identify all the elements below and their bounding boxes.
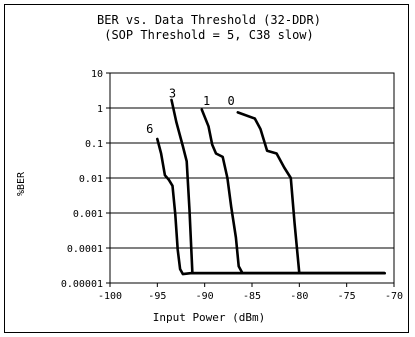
plot-area xyxy=(109,72,395,284)
x-tick-label: -75 xyxy=(338,291,356,302)
y-tick-label: 0.001 xyxy=(73,209,103,220)
y-axis-label: %BER xyxy=(16,171,27,196)
series-label-1: 1 xyxy=(203,94,210,108)
series-label-6: 6 xyxy=(146,122,153,136)
x-tick-labels: -100 -95 -90 -85 -80 -75 -70 xyxy=(98,291,403,302)
x-tick-label: -85 xyxy=(243,291,261,302)
series-labels: 6 3 1 0 xyxy=(146,86,235,136)
y-tick-label: 1 xyxy=(97,104,103,115)
chart-subtitle: (SOP Threshold = 5, C38 slow) xyxy=(104,28,314,42)
series-line-6 xyxy=(156,137,386,276)
y-tick-label: 0.01 xyxy=(79,174,103,185)
series-label-3: 3 xyxy=(169,86,176,100)
series-label-0: 0 xyxy=(228,94,235,108)
x-tick-label: -95 xyxy=(148,291,166,302)
ber-chart: BER vs. Data Threshold (32-DDR) (SOP Thr… xyxy=(4,4,409,333)
chart-title: BER vs. Data Threshold (32-DDR) xyxy=(97,13,321,27)
x-tick-label: -100 xyxy=(98,291,122,302)
y-tick-labels: 10 1 0.1 0.01 0.001 0.0001 0.00001 xyxy=(61,69,103,290)
series-lines xyxy=(156,98,386,276)
series-line-0 xyxy=(236,111,386,275)
series-line-3 xyxy=(170,98,386,275)
y-tick-label: 0.1 xyxy=(85,139,103,150)
x-tick-label: -90 xyxy=(196,291,214,302)
x-axis-label: Input Power (dBm) xyxy=(153,311,266,324)
y-tick-label: 0.0001 xyxy=(67,244,103,255)
y-tick-label: 10 xyxy=(91,69,103,80)
chart-border xyxy=(4,4,409,333)
chart-frame: BER vs. Data Threshold (32-DDR) (SOP Thr… xyxy=(4,4,409,333)
series-line-1 xyxy=(200,108,386,275)
y-tick-label: 0.00001 xyxy=(61,279,103,290)
x-tick-label: -80 xyxy=(290,291,308,302)
x-tick-label: -70 xyxy=(385,291,403,302)
